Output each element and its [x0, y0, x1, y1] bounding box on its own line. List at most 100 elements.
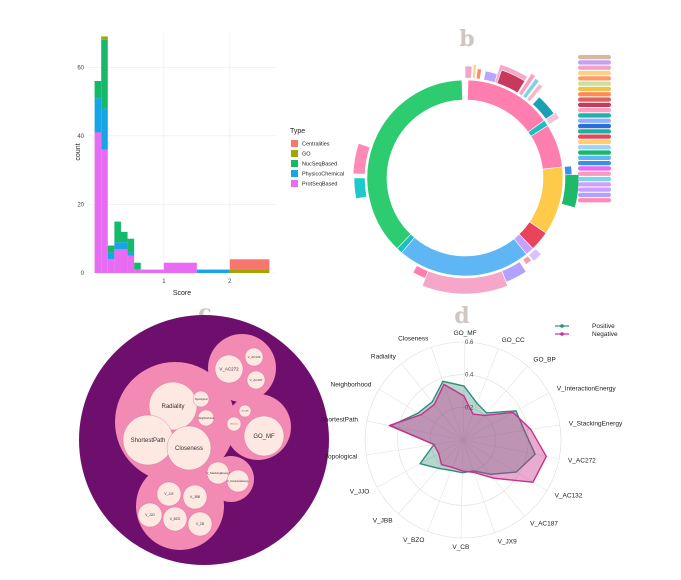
packing-leaf-circle: [187, 511, 213, 537]
histogram-bar-segment: [127, 255, 135, 273]
sunburst-outer-segment: [475, 68, 482, 80]
sunburst-inner-segment: [527, 119, 549, 137]
radar-legend-marker: [560, 324, 564, 328]
radar-axis-label: V_AC187: [530, 520, 558, 527]
packing-leaf-label: Neighborhood: [198, 416, 215, 420]
sunburst-legend-pill: [578, 118, 611, 123]
packing-leaf-circle: [192, 390, 210, 408]
histogram-bar-segment: [120, 249, 128, 273]
histogram-bar-segment: [140, 269, 164, 273]
packing-leaf-label: Closeness: [175, 446, 203, 452]
packing-leaf-circle: [197, 409, 215, 427]
packing-leaf-label: V_JJX: [164, 492, 174, 496]
sunburst-outer-segment: [526, 83, 544, 103]
histogram-bar-segment: [107, 245, 115, 253]
sunburst-legend-pill: [578, 150, 611, 155]
panel-letter-d: d: [454, 303, 469, 329]
packing-leaf-label: V_JJO: [145, 513, 155, 517]
histogram-bar-segment: [94, 81, 102, 99]
packing-leaf-circle: [238, 404, 252, 418]
sunburst-legend: [578, 55, 611, 203]
packing-leaf-circle: [206, 461, 230, 485]
histogram-y-tick-label: 60: [77, 65, 84, 71]
sunburst-legend-pill: [578, 65, 611, 70]
histogram-bar-segment: [107, 259, 115, 273]
sunburst-outer-segment: [522, 255, 532, 265]
histogram-x-label: Score: [173, 290, 191, 297]
sunburst-outer-segment: [528, 248, 542, 262]
sunburst-outer-segment: [564, 165, 573, 176]
sunburst-legend-pill: [578, 70, 611, 76]
packing-leaf-circle: [246, 370, 266, 390]
packing-leaf-label: V_AC187: [250, 378, 263, 382]
histogram-bar-segment: [229, 269, 270, 273]
histogram-bar-segment: [94, 98, 102, 133]
sunburst-legend-pill: [578, 113, 611, 118]
histogram-bar-segment: [107, 252, 115, 260]
packing-leaf-label: V_StackingEnergy: [206, 471, 230, 475]
histogram-y-tick-label: 0: [81, 271, 85, 277]
histogram-y-label: count: [75, 143, 82, 160]
histogram-bar-segment: [114, 242, 121, 249]
packing-leaf-circle: [226, 416, 242, 432]
radar-axis-label: GO_BP: [533, 356, 555, 363]
radar-axis-label: Closeness: [398, 336, 429, 343]
radar-spoke: [462, 439, 495, 533]
sunburst-inner-segment: [529, 166, 564, 234]
sunburst-legend-pill: [578, 81, 611, 86]
sunburst-outer-segment: [496, 69, 526, 94]
histogram-legend-swatch: [291, 170, 298, 177]
sunburst-outer-segment: [561, 174, 580, 209]
radar-series-polygon: [390, 380, 536, 476]
histogram-legend-label: Centralities: [302, 142, 330, 148]
histogram-bar-segment: [114, 221, 121, 243]
radar-legend-label: Negative: [592, 331, 618, 338]
radar-axis-label: ShortestPath: [320, 416, 358, 423]
packing-leaf-circle: [226, 469, 250, 493]
panel-letter-b: b: [459, 26, 474, 52]
histogram-legend-swatch: [291, 140, 298, 147]
radar-axis-label: V_AC272: [568, 458, 596, 465]
sunburst-outer-segment: [472, 64, 477, 79]
histogram-axes: 0 20 40 60 1 2: [77, 65, 232, 285]
radar-tick-label: 0.4: [465, 373, 474, 379]
radar-axis-label: GO_MF: [454, 330, 477, 337]
radar-panel: 0.2 0.4 0.6 GO_MF GO_CC GO_BP V_InteractionEne…: [320, 323, 623, 551]
packing-leaf-label: V_AC272: [219, 367, 239, 372]
radar-tick-label: 0.2: [465, 405, 474, 411]
histogram-legend-swatch: [291, 180, 298, 187]
histogram-bar-segment: [127, 238, 135, 253]
sunburst-inner-segment: [366, 79, 463, 250]
packing-leaf-label: V_JBB: [190, 495, 200, 499]
sunburst-legend-pill: [578, 60, 611, 65]
sunburst-panel: [352, 63, 580, 295]
radar-axis-label: V_JBB: [373, 518, 393, 525]
sunburst-legend-pill: [578, 55, 611, 60]
radar-spoke: [366, 439, 464, 456]
sunburst-legend-pill: [578, 192, 611, 198]
radar-spoke: [366, 420, 464, 441]
sunburst-legend-pill: [578, 161, 611, 166]
packing-leaf-circle: [156, 481, 182, 507]
sunburst-legend-pill: [578, 171, 611, 176]
histogram-bar-segment: [101, 36, 108, 40]
packing-leaf-circle: [243, 415, 285, 457]
packing-leaf-label: Topological: [195, 397, 208, 401]
sunburst-legend-pill: [578, 108, 611, 113]
histogram-bar-segment: [114, 249, 121, 273]
sunburst-outer-segment: [352, 143, 371, 175]
sunburst-legend-pill: [578, 176, 611, 182]
radar-legend-marker: [560, 332, 564, 336]
histogram-bar-segment: [163, 262, 197, 273]
sunburst-legend-pill: [578, 145, 611, 150]
histogram-bar-segment: [134, 269, 141, 273]
histogram-legend: Type Centralities GO NucSeqBased PhysicoChe…: [290, 128, 344, 188]
packing-leaf-circle: [162, 506, 188, 532]
histogram-bars: [94, 36, 270, 273]
histogram-legend-label: ProtSeqBased: [302, 182, 337, 188]
sunburst-outer-segment: [412, 265, 429, 279]
packing-leaf-label: V_InteractionEnergy: [227, 480, 249, 483]
radar-tick-label: 0.6: [465, 340, 474, 346]
packing-leaf-circle: [182, 484, 208, 510]
